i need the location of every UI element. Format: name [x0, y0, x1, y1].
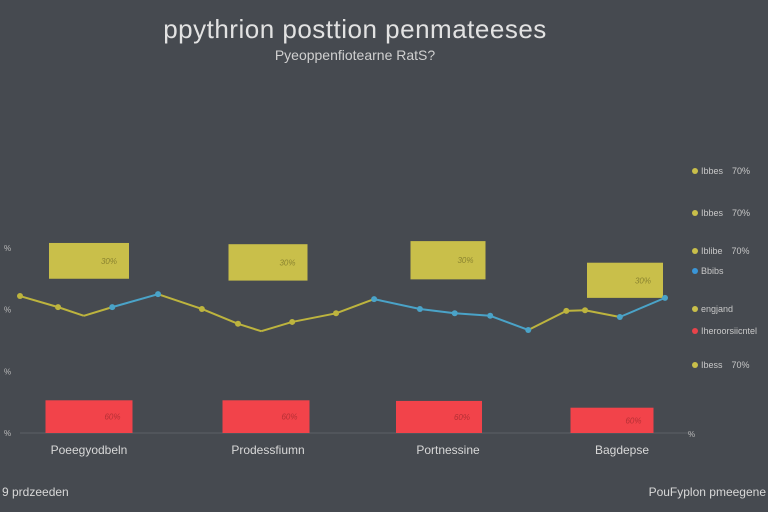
chart-title: ppythrion posttion penmateeses	[163, 14, 547, 44]
bar-value-label: 60%	[454, 413, 470, 422]
legend-item: Ibbes 70%	[692, 208, 750, 218]
category-label: Prodessfiumn	[231, 443, 304, 457]
line-point	[451, 310, 458, 317]
line-point	[235, 320, 242, 327]
line-segment	[373, 298, 421, 310]
line-point	[289, 318, 296, 325]
legend-value: 70%	[732, 208, 751, 218]
line-point	[333, 310, 340, 317]
category-label: Bagdepse	[595, 443, 649, 457]
legend-value: 70%	[731, 360, 750, 370]
line-segment	[419, 307, 455, 315]
category-label: Poeegyodbeln	[51, 443, 128, 457]
legend-label: engjand	[701, 304, 734, 314]
footer-right-label: PouFyplon pmeegene	[648, 485, 766, 499]
line-point	[109, 304, 116, 311]
line-segment	[291, 312, 337, 323]
y-tick-label: %	[4, 429, 11, 438]
legend-item: Bbibs	[692, 266, 724, 276]
line-segment	[335, 298, 375, 315]
line-segment	[527, 309, 567, 331]
line-point	[582, 307, 589, 314]
right-tick-label: %	[688, 430, 695, 439]
line-segment	[19, 295, 59, 309]
line-point	[17, 293, 23, 300]
category-label: Portnessine	[416, 443, 480, 457]
line-point	[525, 326, 532, 333]
legend-item: Iblibe 70%	[692, 246, 750, 256]
line-segment	[566, 309, 586, 312]
line-point	[416, 305, 423, 312]
footer-left-label: 9 prdzeeden	[2, 485, 69, 499]
red-bar	[396, 400, 482, 433]
bar-value-label: 30%	[457, 256, 473, 265]
legend-swatch-icon	[692, 248, 698, 254]
bar-value-label: 60%	[281, 413, 297, 422]
line-point	[371, 296, 378, 303]
legend-item: Ibbes 70%	[692, 166, 750, 176]
bar-value-label: 30%	[101, 257, 117, 266]
line-point	[198, 305, 205, 312]
legend-item: Iheroorsiicntel	[692, 326, 757, 336]
yellow-bar	[587, 262, 663, 298]
bar-value-label: 30%	[635, 276, 651, 285]
legend-swatch-icon	[692, 306, 698, 312]
legend-label: Iheroorsiicntel	[701, 326, 758, 336]
red-bar	[45, 400, 133, 433]
bar-value-label: 60%	[104, 413, 120, 422]
legend-value: 70%	[732, 166, 751, 176]
line-segment	[111, 293, 159, 309]
legend-swatch-icon	[692, 362, 698, 368]
legend-label: Bbibs	[701, 266, 724, 276]
line-segment	[489, 314, 529, 331]
line-point	[155, 291, 162, 298]
line-segment	[237, 322, 262, 333]
bar-value-label: 30%	[279, 258, 295, 267]
yellow-bar	[228, 244, 308, 281]
legend-label: Ibbes	[701, 208, 724, 218]
legend-swatch-icon	[692, 168, 698, 174]
legend-label: Iblibe	[701, 246, 723, 256]
yellow-bar	[410, 241, 486, 280]
line-segment	[619, 296, 666, 318]
legend-item: engjand	[692, 304, 733, 314]
line-point	[662, 294, 668, 301]
red-bar	[570, 407, 654, 433]
line-segment	[454, 312, 491, 317]
line-segment	[201, 308, 239, 325]
line-segment	[260, 320, 293, 333]
chart-subtitle: Pyeoppenfiotearne RatS?	[274, 47, 436, 63]
line-point	[563, 307, 570, 314]
line-point	[487, 312, 494, 319]
line-segment	[584, 309, 621, 318]
legend-swatch-icon	[692, 210, 698, 216]
line-segment	[83, 306, 113, 317]
legend-swatch-icon	[692, 268, 698, 274]
y-tick-label: %	[4, 367, 11, 376]
y-tick-label: %	[4, 306, 11, 315]
bar-value-label: 60%	[625, 416, 641, 425]
legend-label: Ibess	[701, 360, 723, 370]
legend-item: Ibess 70%	[692, 360, 750, 370]
legend-swatch-icon	[692, 328, 698, 334]
y-tick-label: %	[4, 244, 11, 253]
line-segment	[57, 306, 85, 317]
legend-label: Ibbes	[701, 166, 724, 176]
legend-value: 70%	[731, 246, 750, 256]
line-point	[55, 304, 62, 311]
line-segment	[157, 293, 203, 310]
red-bar	[222, 400, 310, 433]
line-point	[616, 314, 623, 321]
yellow-bar	[49, 242, 129, 279]
